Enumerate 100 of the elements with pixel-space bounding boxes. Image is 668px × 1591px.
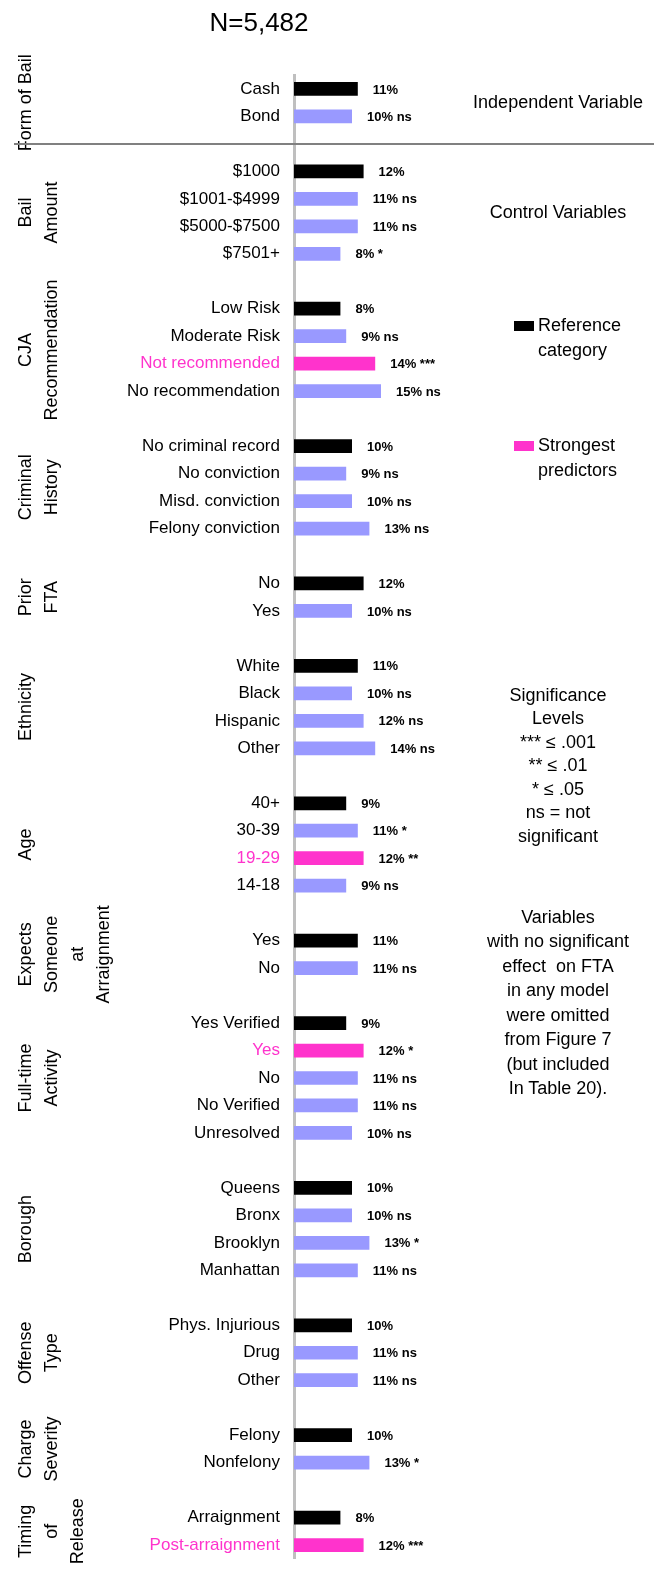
y-tick-label: Misd. conviction	[159, 490, 280, 510]
bar	[294, 823, 358, 838]
bar	[294, 109, 352, 124]
data-label: 11% ns	[372, 1098, 417, 1114]
y-tick-label: Yes	[252, 600, 280, 620]
legend-label: Reference category	[538, 314, 622, 360]
data-label: 10%	[367, 1427, 394, 1443]
y-tick-label: $1000	[232, 161, 280, 181]
y-tick-label: Not recommended	[140, 353, 280, 373]
text: Borough	[14, 1195, 35, 1264]
y-tick-label: Felony conviction	[148, 518, 280, 538]
data-label: 10% ns	[367, 1207, 412, 1223]
y-tick-label: Queens	[220, 1177, 280, 1197]
bar	[294, 659, 358, 673]
bar	[294, 164, 364, 179]
y-tick-label: Hispanic	[214, 710, 281, 730]
bar	[294, 384, 381, 399]
data-label: 15% ns	[396, 383, 441, 399]
text: Expects Someone at Arraignment	[14, 905, 113, 1004]
bar	[294, 1181, 352, 1195]
y-tick-label: Felony	[228, 1424, 281, 1444]
bar	[294, 878, 347, 893]
text: Ethnicity	[14, 673, 35, 742]
y-tick-label: Phys. Injurious	[168, 1314, 280, 1334]
y-tick-label: Nonfelony	[203, 1452, 281, 1472]
data-label: 9% ns	[361, 878, 399, 894]
y-tick-label: Other	[237, 1369, 281, 1389]
legend-label: Strongest predictors	[538, 434, 618, 480]
data-label: 10% ns	[367, 1125, 412, 1141]
y-tick-label: 40+	[251, 792, 281, 812]
y-tick-label: No	[258, 573, 280, 593]
y-tick-label: $7501+	[222, 243, 281, 263]
y-tick-label: Other	[237, 738, 281, 757]
y-tick-label: Brooklyn	[213, 1232, 280, 1252]
y-tick-label: Low Risk	[211, 298, 281, 318]
data-label: 11% ns	[372, 218, 417, 234]
text: Charge Severity	[14, 1416, 61, 1482]
y-tick-label: Post-arraignment	[149, 1534, 281, 1554]
y-tick-label: $1001-$4999	[179, 188, 280, 208]
data-label: 11% ns	[372, 191, 417, 207]
data-label: 10%	[367, 1180, 394, 1196]
data-label: 12%	[378, 576, 406, 592]
bar	[294, 1071, 358, 1085]
y-tick-label: 30-39	[236, 820, 280, 840]
y-tick-label: 14-18	[236, 875, 280, 895]
bar	[294, 576, 364, 591]
bar	[294, 1208, 352, 1223]
y-tick-label: Arraignment	[187, 1507, 281, 1527]
bar	[294, 1345, 358, 1360]
data-label: 12% *	[378, 1043, 415, 1059]
bar	[294, 191, 358, 206]
bar	[294, 246, 341, 261]
data-label: 11% ns	[372, 960, 417, 976]
bar	[294, 301, 341, 316]
y-tick-label: $5000-$7500	[179, 215, 280, 235]
bar	[294, 1318, 352, 1333]
text: Bail Amount	[14, 181, 61, 244]
data-label: 8% *	[355, 246, 384, 262]
bar	[294, 1235, 370, 1250]
bar	[294, 219, 358, 234]
data-label: 10% ns	[367, 108, 412, 124]
bar	[294, 933, 358, 948]
y-tick-label: Yes	[252, 930, 280, 950]
y-tick-label: No	[258, 1067, 280, 1087]
text: Prior FTA	[14, 578, 61, 617]
y-tick-label: No conviction	[177, 463, 280, 483]
data-label: 10%	[367, 1317, 394, 1333]
y-tick-label: Drug	[243, 1342, 280, 1362]
data-label: 8%	[355, 1510, 375, 1526]
y-tick-label: Manhattan	[199, 1260, 280, 1280]
bar	[294, 686, 352, 701]
data-label: 10% ns	[367, 603, 412, 619]
y-tick-label: No	[258, 957, 280, 977]
text: Criminal History	[14, 454, 61, 521]
y-tick-label: Unresolved	[194, 1122, 280, 1142]
bar	[294, 439, 352, 453]
data-label: 8%	[355, 301, 375, 317]
bar	[294, 1373, 358, 1388]
bar	[294, 1428, 352, 1443]
text: Variables with no significant effect on FTA in any model were omitted from Figure 7 (but included In Table 20).	[485, 906, 630, 1099]
data-label: 12% **	[378, 850, 420, 866]
data-label: 13% *	[384, 1455, 421, 1471]
bar	[294, 1538, 364, 1552]
data-label: 10% ns	[367, 493, 412, 509]
data-label: 14% ns	[390, 740, 436, 756]
text: Control Variables	[489, 201, 627, 222]
bar	[294, 1126, 352, 1140]
y-tick-label: Bronx	[235, 1205, 281, 1225]
data-label: 14% ***	[390, 356, 436, 372]
y-tick-label: 19-29	[236, 847, 280, 867]
data-label: 11% ns	[372, 1345, 417, 1361]
data-label: 9%	[361, 1015, 381, 1031]
y-tick-label: White	[236, 655, 280, 675]
bar	[294, 521, 370, 536]
data-label: 9% ns	[361, 328, 399, 344]
y-tick-label: No criminal record	[142, 435, 280, 455]
data-label: 11%	[372, 933, 399, 949]
bar	[294, 604, 352, 618]
bar	[294, 1263, 358, 1278]
bar	[294, 1098, 358, 1113]
